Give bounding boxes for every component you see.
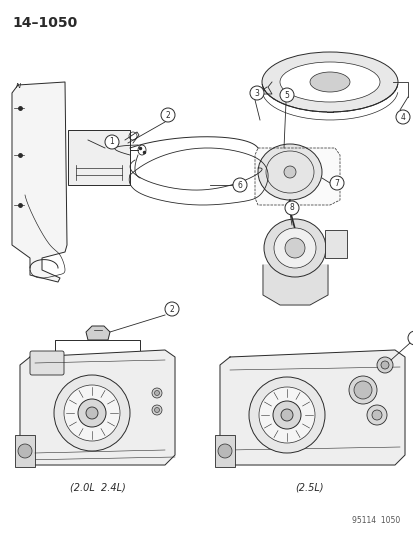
Text: 4: 4 [400,112,404,122]
Circle shape [161,108,175,122]
Text: (2.5L): (2.5L) [295,483,323,493]
Circle shape [54,375,130,451]
Circle shape [152,405,161,415]
Ellipse shape [309,72,349,92]
Circle shape [353,381,371,399]
Text: 1: 1 [109,138,114,147]
Bar [15,435,35,467]
FancyBboxPatch shape [30,351,64,375]
Circle shape [280,409,292,421]
Circle shape [407,331,413,345]
Text: 2: 2 [412,334,413,343]
Polygon shape [219,350,404,465]
Polygon shape [254,148,339,205]
Text: 3: 3 [254,88,259,98]
Circle shape [86,407,98,419]
Text: 8: 8 [289,204,294,213]
Circle shape [259,387,314,443]
Text: (2.0L  2.4L): (2.0L 2.4L) [70,483,126,493]
Ellipse shape [263,219,325,277]
Polygon shape [262,265,327,305]
Circle shape [272,401,300,429]
Circle shape [371,410,381,420]
Ellipse shape [273,228,315,268]
Circle shape [152,388,161,398]
Text: 5: 5 [284,91,289,100]
Circle shape [283,166,295,178]
Bar [68,130,130,185]
Ellipse shape [279,62,379,102]
Circle shape [348,376,376,404]
Text: N: N [16,83,21,89]
Circle shape [376,357,392,373]
Text: 2: 2 [165,110,170,119]
Polygon shape [12,82,67,282]
Circle shape [279,88,293,102]
Circle shape [218,444,231,458]
Circle shape [233,178,247,192]
Circle shape [249,86,263,100]
Circle shape [18,444,32,458]
Circle shape [64,385,120,441]
Polygon shape [20,350,175,465]
Text: 7: 7 [334,179,339,188]
Circle shape [395,110,409,124]
Circle shape [248,377,324,453]
Text: 14–1050: 14–1050 [12,16,77,30]
Bar [324,230,346,258]
Ellipse shape [257,144,321,200]
Circle shape [366,405,386,425]
Circle shape [105,135,119,149]
Ellipse shape [261,52,397,112]
Text: 95114  1050: 95114 1050 [351,516,399,525]
Circle shape [165,302,178,316]
Circle shape [154,408,159,413]
Circle shape [284,201,298,215]
Circle shape [78,399,106,427]
Circle shape [284,238,304,258]
Polygon shape [86,326,110,340]
Circle shape [154,391,159,395]
Text: 2: 2 [169,304,174,313]
Circle shape [329,176,343,190]
Circle shape [380,361,388,369]
Bar [214,435,235,467]
Text: 6: 6 [237,181,242,190]
